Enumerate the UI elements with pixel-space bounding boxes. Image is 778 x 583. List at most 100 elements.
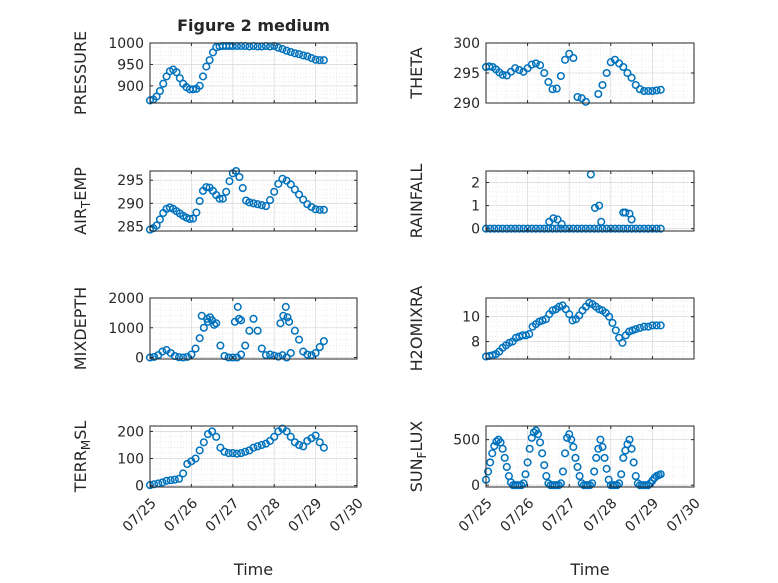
- data-point: [294, 50, 304, 59]
- data-point: [278, 44, 287, 54]
- y-tick-label: 500: [453, 433, 480, 449]
- data-point: [558, 467, 568, 476]
- data-point: [282, 427, 291, 436]
- data-point: [315, 205, 324, 214]
- axes-box: [149, 170, 358, 232]
- y-tick-label: 1000: [108, 36, 144, 52]
- data-point: [488, 449, 497, 458]
- data-point: [257, 440, 266, 450]
- data-point: [276, 319, 285, 328]
- data-point: [569, 442, 578, 451]
- data-point: [569, 224, 578, 233]
- data-point: [569, 53, 578, 63]
- x-tick-label: 07/26: [498, 495, 538, 535]
- data-point: [554, 481, 563, 490]
- data-point: [536, 224, 545, 233]
- data-point: [195, 334, 204, 343]
- data-point: [241, 341, 250, 350]
- data-point: [590, 467, 599, 476]
- data-point: [548, 85, 557, 94]
- data-point: [228, 449, 237, 458]
- data-point: [210, 320, 219, 329]
- data-point: [549, 214, 558, 223]
- data-point: [602, 68, 611, 78]
- y-tick-label: 0: [471, 478, 480, 494]
- data-point: [527, 60, 536, 69]
- data-point: [590, 203, 600, 212]
- data-point: [311, 205, 320, 214]
- data-point: [623, 68, 632, 78]
- axes-rainfall: 0 1 2 RAINFALL: [407, 164, 695, 239]
- data-point: [270, 187, 279, 196]
- data-point: [552, 84, 561, 93]
- data-point: [245, 326, 254, 335]
- data-point: [484, 467, 493, 476]
- data-point: [266, 436, 275, 445]
- data-point: [611, 326, 620, 335]
- data-point: [266, 350, 275, 359]
- axes-box: [149, 297, 358, 360]
- data-point: [270, 432, 279, 441]
- data-point: [523, 458, 532, 467]
- axes-mixdepth: 0 1000 2000 MIXDEPTH: [71, 287, 358, 370]
- data-point: [183, 352, 192, 361]
- data-point: [174, 353, 184, 362]
- data-point: [208, 427, 217, 436]
- data-point: [538, 449, 547, 458]
- data-point: [274, 43, 283, 52]
- y-tick-label: 2: [471, 176, 480, 192]
- y-tick-label: 285: [117, 219, 144, 235]
- data-point: [598, 80, 607, 90]
- data-point: [627, 215, 636, 224]
- y-tick-label: 200: [117, 424, 144, 440]
- data-point: [311, 55, 320, 64]
- x-tick-label: 07/29: [286, 495, 326, 535]
- data-point: [274, 179, 283, 188]
- data-point: [261, 202, 270, 211]
- data-point: [172, 68, 181, 77]
- data-point: [286, 180, 295, 189]
- data-point: [216, 443, 225, 452]
- data-point: [597, 217, 606, 226]
- data-point: [644, 86, 653, 96]
- data-point: [225, 177, 234, 186]
- data-point: [179, 469, 188, 478]
- data-point: [261, 351, 270, 360]
- data-point: [619, 453, 628, 462]
- axes-sun_flux: 0 500 07/25 07/26 07/27 07/28 07/29 07/30 Time SU…: [407, 421, 704, 579]
- data-point: [627, 73, 636, 82]
- y-tick-label: 290: [453, 96, 480, 112]
- data-point: [553, 215, 562, 224]
- data-point: [648, 224, 657, 233]
- data-point: [621, 208, 630, 217]
- data-point: [191, 454, 200, 463]
- data-point: [253, 200, 262, 209]
- data-point: [629, 458, 638, 467]
- axes-pressure: 900 950 1000 PRESSURE Figure 2 medium: [71, 16, 358, 115]
- data-point: [552, 224, 561, 233]
- y-tick-label: 290: [117, 196, 144, 212]
- x-tick-label: 07/26: [161, 495, 201, 535]
- data-point: [627, 224, 636, 233]
- y-axis-label: RAINFALL: [407, 164, 426, 239]
- data-point: [640, 86, 649, 96]
- data-point: [490, 441, 499, 451]
- data-point: [627, 444, 636, 453]
- data-point: [527, 224, 536, 233]
- data-point: [290, 185, 299, 194]
- data-point: [635, 323, 644, 332]
- data-point: [523, 224, 532, 233]
- x-tick-label: 07/27: [203, 495, 243, 535]
- data-point: [191, 344, 200, 353]
- x-tick-label: 07/25: [456, 495, 496, 535]
- data-point: [625, 435, 634, 444]
- data-point: [283, 313, 292, 322]
- data-point: [502, 462, 511, 472]
- data-point: [290, 326, 299, 335]
- data-point: [573, 224, 582, 233]
- data-point: [511, 64, 520, 73]
- data-point: [166, 476, 175, 485]
- data-point: [640, 224, 649, 233]
- data-point: [179, 353, 188, 362]
- y-axis-label: PRESSURE: [71, 31, 90, 115]
